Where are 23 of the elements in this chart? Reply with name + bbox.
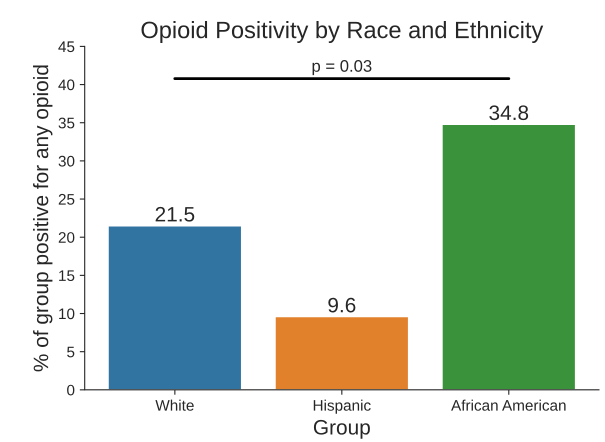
x-tick-label: African American (451, 400, 566, 411)
x-tick-label: White (155, 400, 194, 411)
y-tick-label: 15 (59, 270, 74, 282)
bar (441, 124, 576, 390)
x-axis-title: Group (314, 420, 370, 439)
y-tick-label: 35 (58, 118, 74, 128)
annotation: p = 0.03 (312, 60, 372, 76)
data-label: 21.5 (156, 206, 194, 222)
y-tick-label: 45 (58, 41, 74, 52)
y-tick-label: 40 (58, 79, 74, 90)
bar (274, 316, 410, 390)
bar (107, 225, 242, 390)
y-tick-label: 0 (67, 384, 74, 396)
x-tick-label: Hispanic (314, 400, 371, 414)
y-tick-label: 30 (58, 156, 74, 167)
y-axis-title: % of group positive for any opioid (33, 65, 52, 372)
data-label: 9.6 (328, 298, 356, 312)
y-tick-label: 5 (67, 346, 74, 358)
y-tick-label: 20 (58, 232, 74, 243)
y-tick-label: 25 (58, 194, 74, 205)
chart-title: Opioid Positivity by Race and Ethnicity (142, 20, 544, 43)
y-tick-label: 10 (59, 308, 74, 320)
data-label: 34.8 (489, 105, 528, 120)
